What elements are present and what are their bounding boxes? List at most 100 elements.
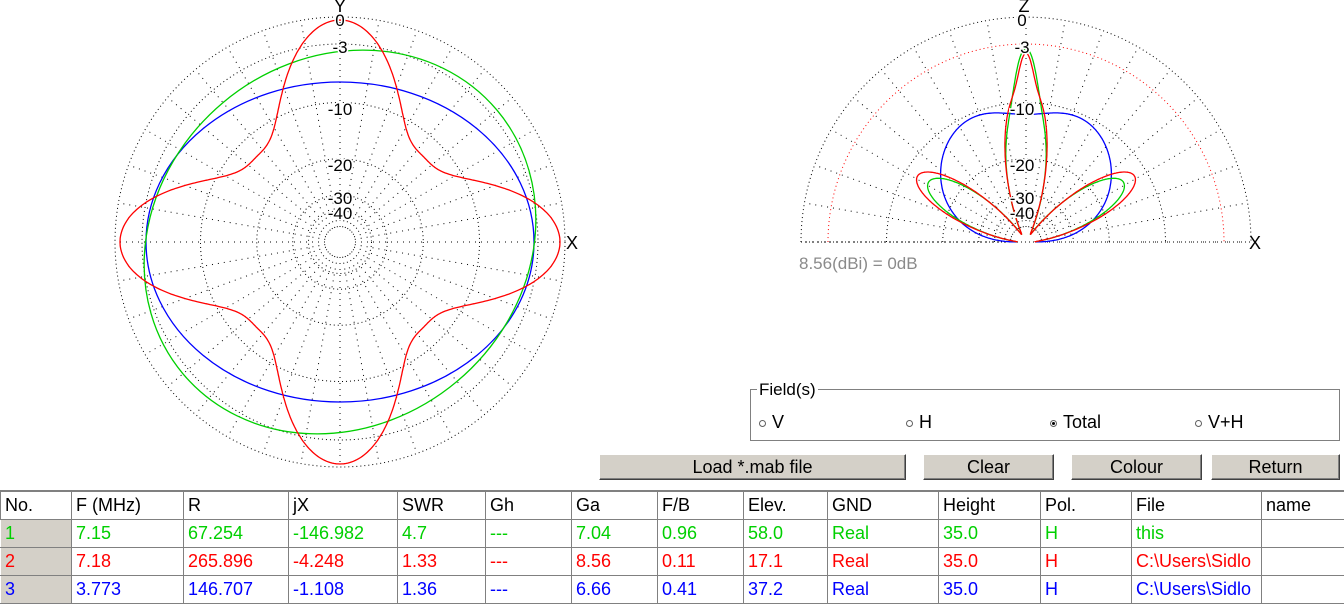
table-cell: 265.896 (183, 547, 289, 576)
db-ring-label: -3 (332, 38, 347, 57)
field-total-radio[interactable]: Total (1050, 412, 1101, 433)
column-header[interactable]: jX (288, 490, 398, 520)
column-header[interactable]: No. (0, 490, 72, 520)
column-header[interactable]: Elev. (743, 490, 828, 520)
table-cell: 146.707 (183, 575, 289, 604)
grid-spoke (1028, 20, 1066, 228)
grid-spoke (1037, 96, 1199, 233)
grid-spoke (262, 255, 336, 454)
azimuth-y-axis-label: Y (334, 0, 346, 16)
grid-ring (200, 102, 480, 382)
grid-spoke (353, 246, 552, 320)
grid-spoke (986, 20, 1024, 228)
azimuth-x-axis-label: X (566, 233, 578, 253)
grid-spoke (167, 96, 329, 233)
grid-spoke (814, 164, 1013, 238)
table-cell: Real (827, 519, 939, 548)
grid-spoke (353, 164, 552, 238)
column-header[interactable]: Ga (571, 490, 658, 520)
db-ring-label: -40 (328, 204, 353, 223)
grid-spoke (1039, 164, 1238, 238)
table-cell: H (1040, 519, 1132, 548)
table-cell: H (1040, 547, 1132, 576)
field-v-label: V (772, 412, 785, 432)
table-row[interactable]: 3 3.773 146.707 -1.108 1.36 --- 6.66 0.41 37.2 Re… (0, 575, 1344, 604)
column-header[interactable]: name (1261, 490, 1344, 520)
column-header[interactable]: Height (938, 490, 1041, 520)
grid-spoke (144, 129, 328, 235)
table-cell: --- (485, 519, 572, 548)
grid-spoke (227, 46, 333, 230)
grid-spoke (344, 255, 418, 454)
field-vh-radio[interactable]: V+H (1195, 412, 1244, 433)
table-cell: 3.773 (71, 575, 184, 604)
table-cell: 7.04 (571, 519, 658, 548)
grid-spoke (1035, 69, 1172, 231)
column-header[interactable]: SWR (397, 490, 486, 520)
table-cell: 6.66 (571, 575, 658, 604)
table-cell: H (1040, 575, 1132, 604)
column-header[interactable]: F (MHz) (71, 490, 184, 520)
db-ring-label: -3 (1014, 38, 1029, 57)
field-h-radio[interactable]: H (906, 412, 932, 433)
table-cell (1261, 519, 1344, 548)
fields-group: Field(s) V H Total V+H (750, 380, 1340, 441)
table-row[interactable]: 2 7.18 265.896 -4.248 1.33 --- 8.56 0.11 17.1 Rea… (0, 547, 1344, 576)
radio-indicator (759, 420, 766, 427)
db-ring-label: 0 (335, 11, 344, 30)
elevation-x-axis-label: X (1249, 233, 1261, 253)
table-row[interactable]: 1 7.15 67.254 -146.982 4.7 --- 7.04 0.96 58.0 Rea… (0, 519, 1344, 548)
column-header[interactable]: File (1131, 490, 1262, 520)
db-ring-label: -40 (1010, 204, 1035, 223)
grid-spoke (300, 256, 338, 464)
table-cell: 35.0 (938, 575, 1041, 604)
elevation-z-axis-label: Z (1019, 0, 1030, 16)
grid-spoke (913, 46, 1019, 230)
grid-ring (256, 158, 424, 326)
field-h-label: H (919, 412, 932, 432)
field-v-radio[interactable]: V (759, 412, 784, 433)
column-header[interactable]: GND (827, 490, 939, 520)
column-header[interactable]: R (183, 490, 289, 520)
series-1-pattern (926, 47, 1126, 243)
row-number-cell: 1 (0, 519, 72, 548)
column-header[interactable]: Pol. (1040, 490, 1132, 520)
table-cell (1261, 575, 1344, 604)
table-cell: this (1131, 519, 1262, 548)
radio-indicator (1195, 420, 1202, 427)
grid-ring (141, 43, 539, 441)
table-cell: 1.36 (397, 575, 486, 604)
table-cell: 7.18 (71, 547, 184, 576)
table-cell: 8.56 (571, 547, 658, 576)
load-mab-button[interactable]: Load *.mab file (599, 454, 906, 480)
column-header[interactable]: Gh (485, 490, 572, 520)
db-ring-label: -10 (1010, 100, 1035, 119)
grid-spoke (128, 246, 327, 320)
grid-spoke (194, 69, 331, 231)
clear-button[interactable]: Clear (923, 454, 1054, 480)
radio-indicator (1050, 420, 1057, 427)
table-cell: 0.11 (657, 547, 744, 576)
grid-spoke (227, 254, 333, 438)
column-header[interactable]: F/B (657, 490, 744, 520)
grid-spoke (352, 129, 536, 235)
grid-spoke (351, 96, 513, 233)
table-cell: -146.982 (288, 519, 398, 548)
colour-button[interactable]: Colour (1071, 454, 1202, 480)
grid-spoke (1038, 129, 1222, 235)
return-button[interactable]: Return (1211, 454, 1340, 480)
grid-spoke (342, 256, 380, 464)
table-cell: 58.0 (743, 519, 828, 548)
grid-spoke (354, 202, 562, 240)
series-3-pattern (939, 112, 1113, 243)
series-2-pattern (119, 19, 561, 465)
grid-spoke (349, 69, 486, 231)
grid-spoke (128, 164, 327, 238)
elevation-plot: 0 -3 -10 -20 -30-40 Z X (800, 0, 1261, 253)
db-ring-label: -10 (328, 100, 353, 119)
db-ring-label: -30 (1010, 189, 1035, 208)
table-cell: C:\Users\Sidlo (1131, 575, 1262, 604)
grid-spoke (347, 254, 453, 438)
